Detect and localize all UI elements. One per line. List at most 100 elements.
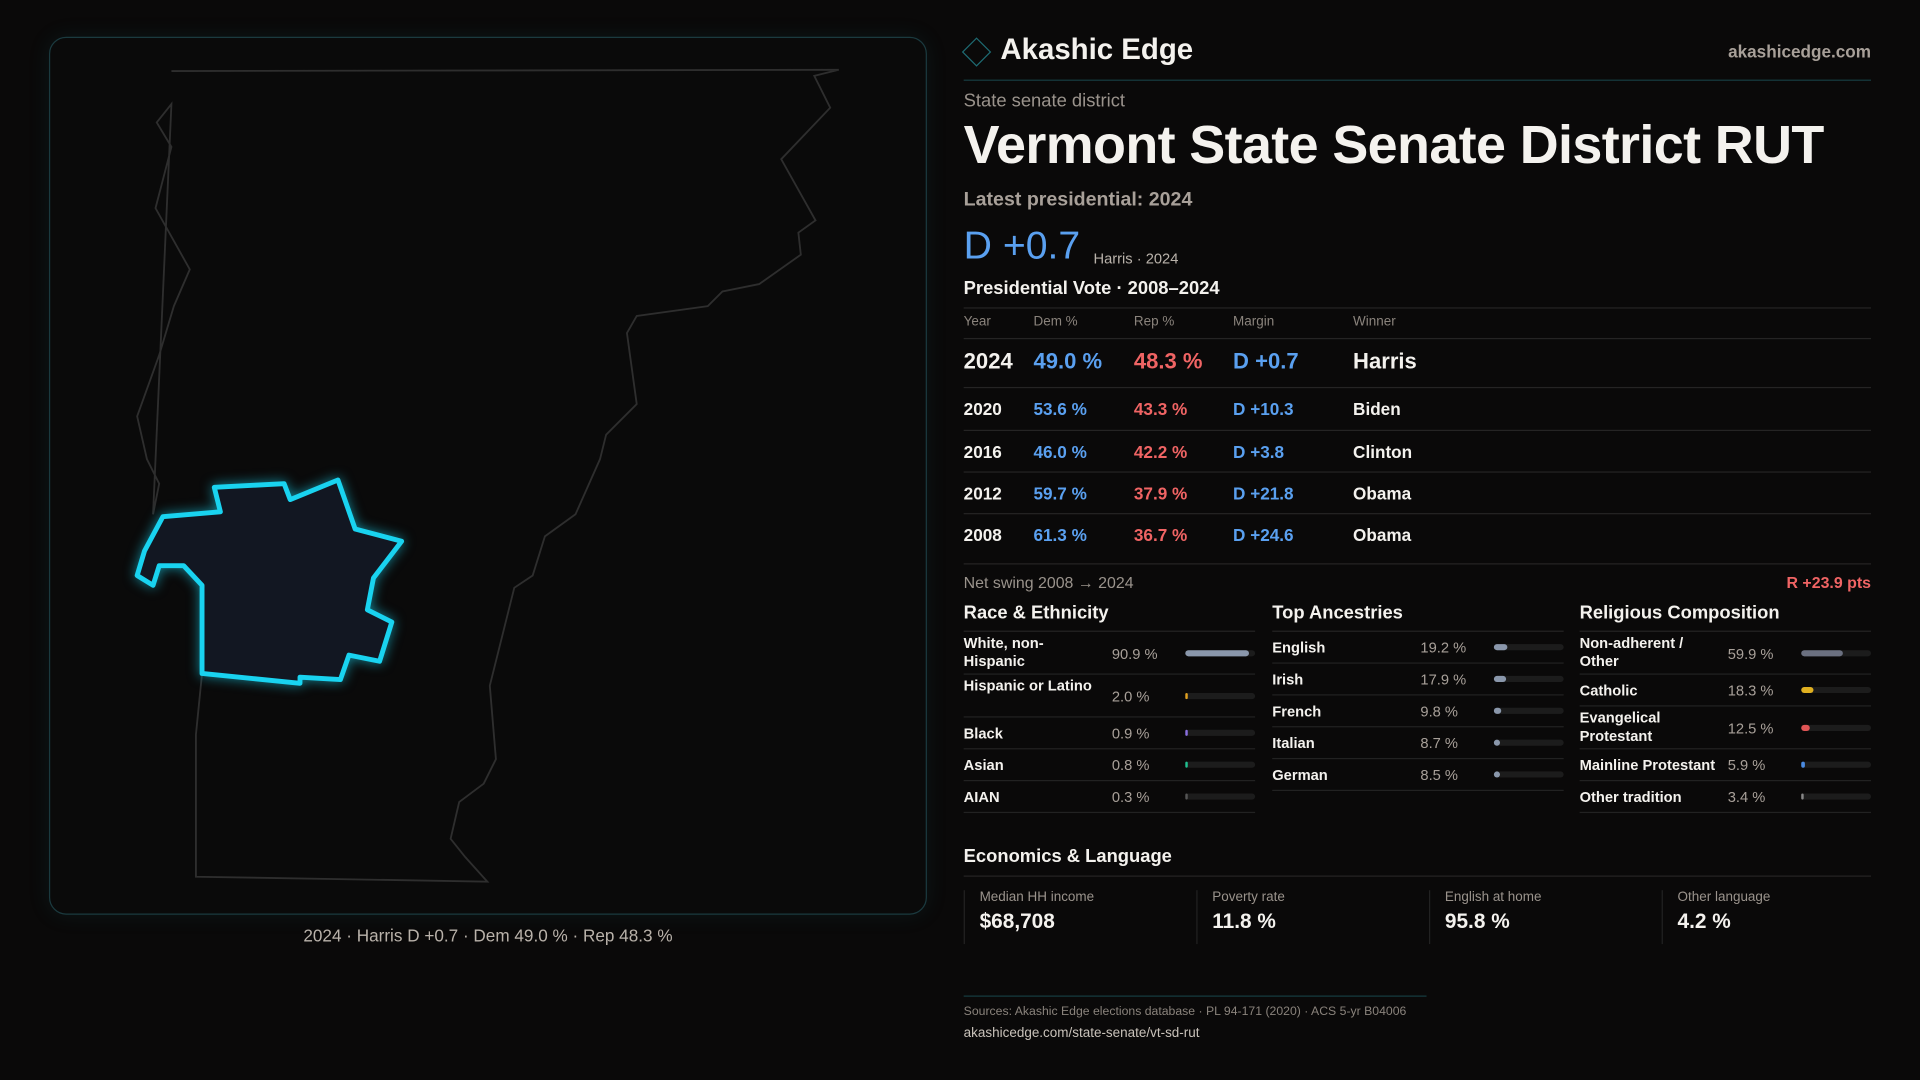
row-percent: 0.8 %: [1111, 756, 1150, 774]
district-shape[interactable]: [134, 477, 405, 686]
table-row: 2008 61.3 % 36.7 % D +24.6 Obama: [963, 513, 1872, 555]
row-label: Black: [963, 724, 1003, 743]
row-percent: 19.2 %: [1420, 639, 1467, 657]
margin-cell: D +24.6: [1233, 525, 1294, 545]
religion-title: Religious Composition: [1579, 602, 1872, 632]
table-row: 2016 46.0 % 42.2 % D +3.8 Clinton: [963, 429, 1872, 472]
year-cell: 2020: [963, 399, 1002, 419]
bar-fill: [1493, 771, 1500, 778]
ancestry-row: Italian 8.7 %: [1272, 727, 1564, 760]
dem-cell: 59.7 %: [1033, 483, 1087, 504]
bar-track: [1801, 724, 1872, 731]
brand-name[interactable]: Akashic Edge: [1000, 33, 1194, 67]
divider: [963, 995, 1427, 997]
bar-track: [1493, 675, 1564, 683]
rep-cell: 48.3 %: [1133, 348, 1203, 374]
row-percent: 8.5 %: [1420, 766, 1458, 784]
stat-label: Other language: [1677, 890, 1771, 905]
winner-cell: Obama: [1353, 483, 1412, 504]
stat-card: Other language 4.2 %: [1661, 890, 1895, 945]
row-percent: 8.7 %: [1420, 734, 1458, 752]
row-percent: 90.9 %: [1111, 644, 1158, 662]
rep-cell: 37.9 %: [1133, 483, 1188, 504]
race-row: Asian 0.8 %: [963, 749, 1256, 782]
row-label: Italian: [1272, 734, 1315, 752]
row-label: French: [1272, 702, 1322, 721]
sources-text: Sources: Akashic Edge elections database…: [963, 1005, 1407, 1019]
row-percent: 9.8 %: [1420, 702, 1458, 721]
table-row: 2012 59.7 % 37.9 % D +21.8 Obama: [963, 471, 1872, 513]
year-cell: 2008: [963, 525, 1002, 545]
bar-track: [1493, 771, 1564, 778]
dem-cell: 53.6 %: [1033, 399, 1087, 419]
row-percent: 3.4 %: [1727, 788, 1766, 806]
column-header: Margin: [1233, 314, 1275, 330]
row-label: Asian: [963, 756, 1004, 774]
bar-track: [1493, 739, 1564, 746]
margin-cell: D +21.8: [1233, 483, 1294, 504]
bar-fill: [1493, 675, 1507, 683]
bar-fill: [1801, 724, 1810, 731]
column-header: Rep %: [1133, 314, 1175, 330]
bar-fill: [1801, 793, 1804, 800]
winner-cell: Biden: [1353, 399, 1401, 419]
divider: [963, 563, 1872, 565]
race-panel: Race & Ethnicity White, non-Hispanic 90.9 …: [963, 602, 1256, 814]
ancestry-row: German 8.5 %: [1272, 759, 1564, 792]
religion-row: Catholic 18.3 %: [1579, 675, 1872, 707]
bar-fill: [1185, 761, 1188, 768]
swing-label: Net swing 2008 → 2024: [963, 573, 1134, 592]
winner-cell: Clinton: [1353, 442, 1413, 462]
year-cell: 2024: [963, 348, 1013, 374]
table-row: 2020 53.6 % 43.3 % D +10.3 Biden: [963, 386, 1872, 430]
state-outline: [136, 68, 839, 883]
site-link[interactable]: akashicedge.com: [1728, 41, 1872, 62]
row-percent: 0.9 %: [1111, 724, 1150, 743]
district-kind: State senate district: [963, 90, 1125, 112]
rep-cell: 43.3 %: [1133, 399, 1188, 419]
race-row: Black 0.9 %: [963, 718, 1256, 750]
bar-track: [1801, 649, 1872, 656]
dem-cell: 61.3 %: [1033, 525, 1087, 545]
year-cell: 2012: [963, 483, 1002, 504]
bar-track: [1801, 686, 1872, 694]
row-label: German: [1272, 766, 1328, 784]
page-title: Vermont State Senate District RUT: [963, 115, 1825, 176]
bar-fill: [1493, 707, 1501, 714]
stat-value: 4.2 %: [1677, 909, 1731, 934]
divider: [963, 307, 1872, 309]
row-label: White, non-Hispanic: [963, 634, 1044, 670]
stat-card: English at home 95.8 %: [1428, 890, 1662, 945]
stat-value: 11.8 %: [1212, 909, 1276, 934]
race-row: Hispanic or Latino 2.0 %: [963, 675, 1256, 718]
religion-panel: Religious Composition Non-adherent / Othe…: [1579, 602, 1872, 814]
bar-fill: [1185, 793, 1188, 800]
swing-value: R +23.9 pts: [1786, 573, 1872, 592]
row-label: Hispanic or Latino: [963, 677, 1092, 695]
row-percent: 59.9 %: [1727, 644, 1774, 662]
row-percent: 0.3 %: [1111, 788, 1150, 806]
latest-margin: D +0.7: [963, 222, 1081, 267]
stat-card: Poverty rate 11.8 %: [1196, 890, 1429, 945]
winner-cell: Obama: [1353, 525, 1412, 545]
econ-title: Economics & Language: [963, 846, 1172, 867]
stat-label: English at home: [1444, 890, 1542, 905]
vote-table-title: Presidential Vote · 2008–2024: [963, 277, 1220, 299]
bar-track: [1801, 761, 1872, 768]
row-percent: 18.3 %: [1727, 682, 1774, 700]
religion-row: Non-adherent / Other 59.9 %: [1579, 632, 1872, 675]
bar-track: [1185, 793, 1256, 800]
row-percent: 17.9 %: [1420, 671, 1467, 689]
race-row: White, non-Hispanic 90.9 %: [963, 632, 1256, 675]
winner-cell: Harris: [1353, 348, 1417, 374]
bar-track: [1185, 729, 1256, 736]
margin-cell: D +3.8: [1233, 442, 1285, 462]
bar-fill: [1185, 729, 1188, 736]
religion-row: Evangelical Protestant 12.5 %: [1579, 707, 1872, 750]
rep-cell: 36.7 %: [1133, 525, 1188, 545]
row-percent: 5.9 %: [1727, 756, 1766, 774]
page-url[interactable]: akashicedge.com/state-senate/vt-sd-rut: [963, 1026, 1200, 1041]
race-title: Race & Ethnicity: [963, 602, 1256, 632]
divider: [963, 79, 1872, 81]
column-header: Year: [963, 314, 991, 330]
